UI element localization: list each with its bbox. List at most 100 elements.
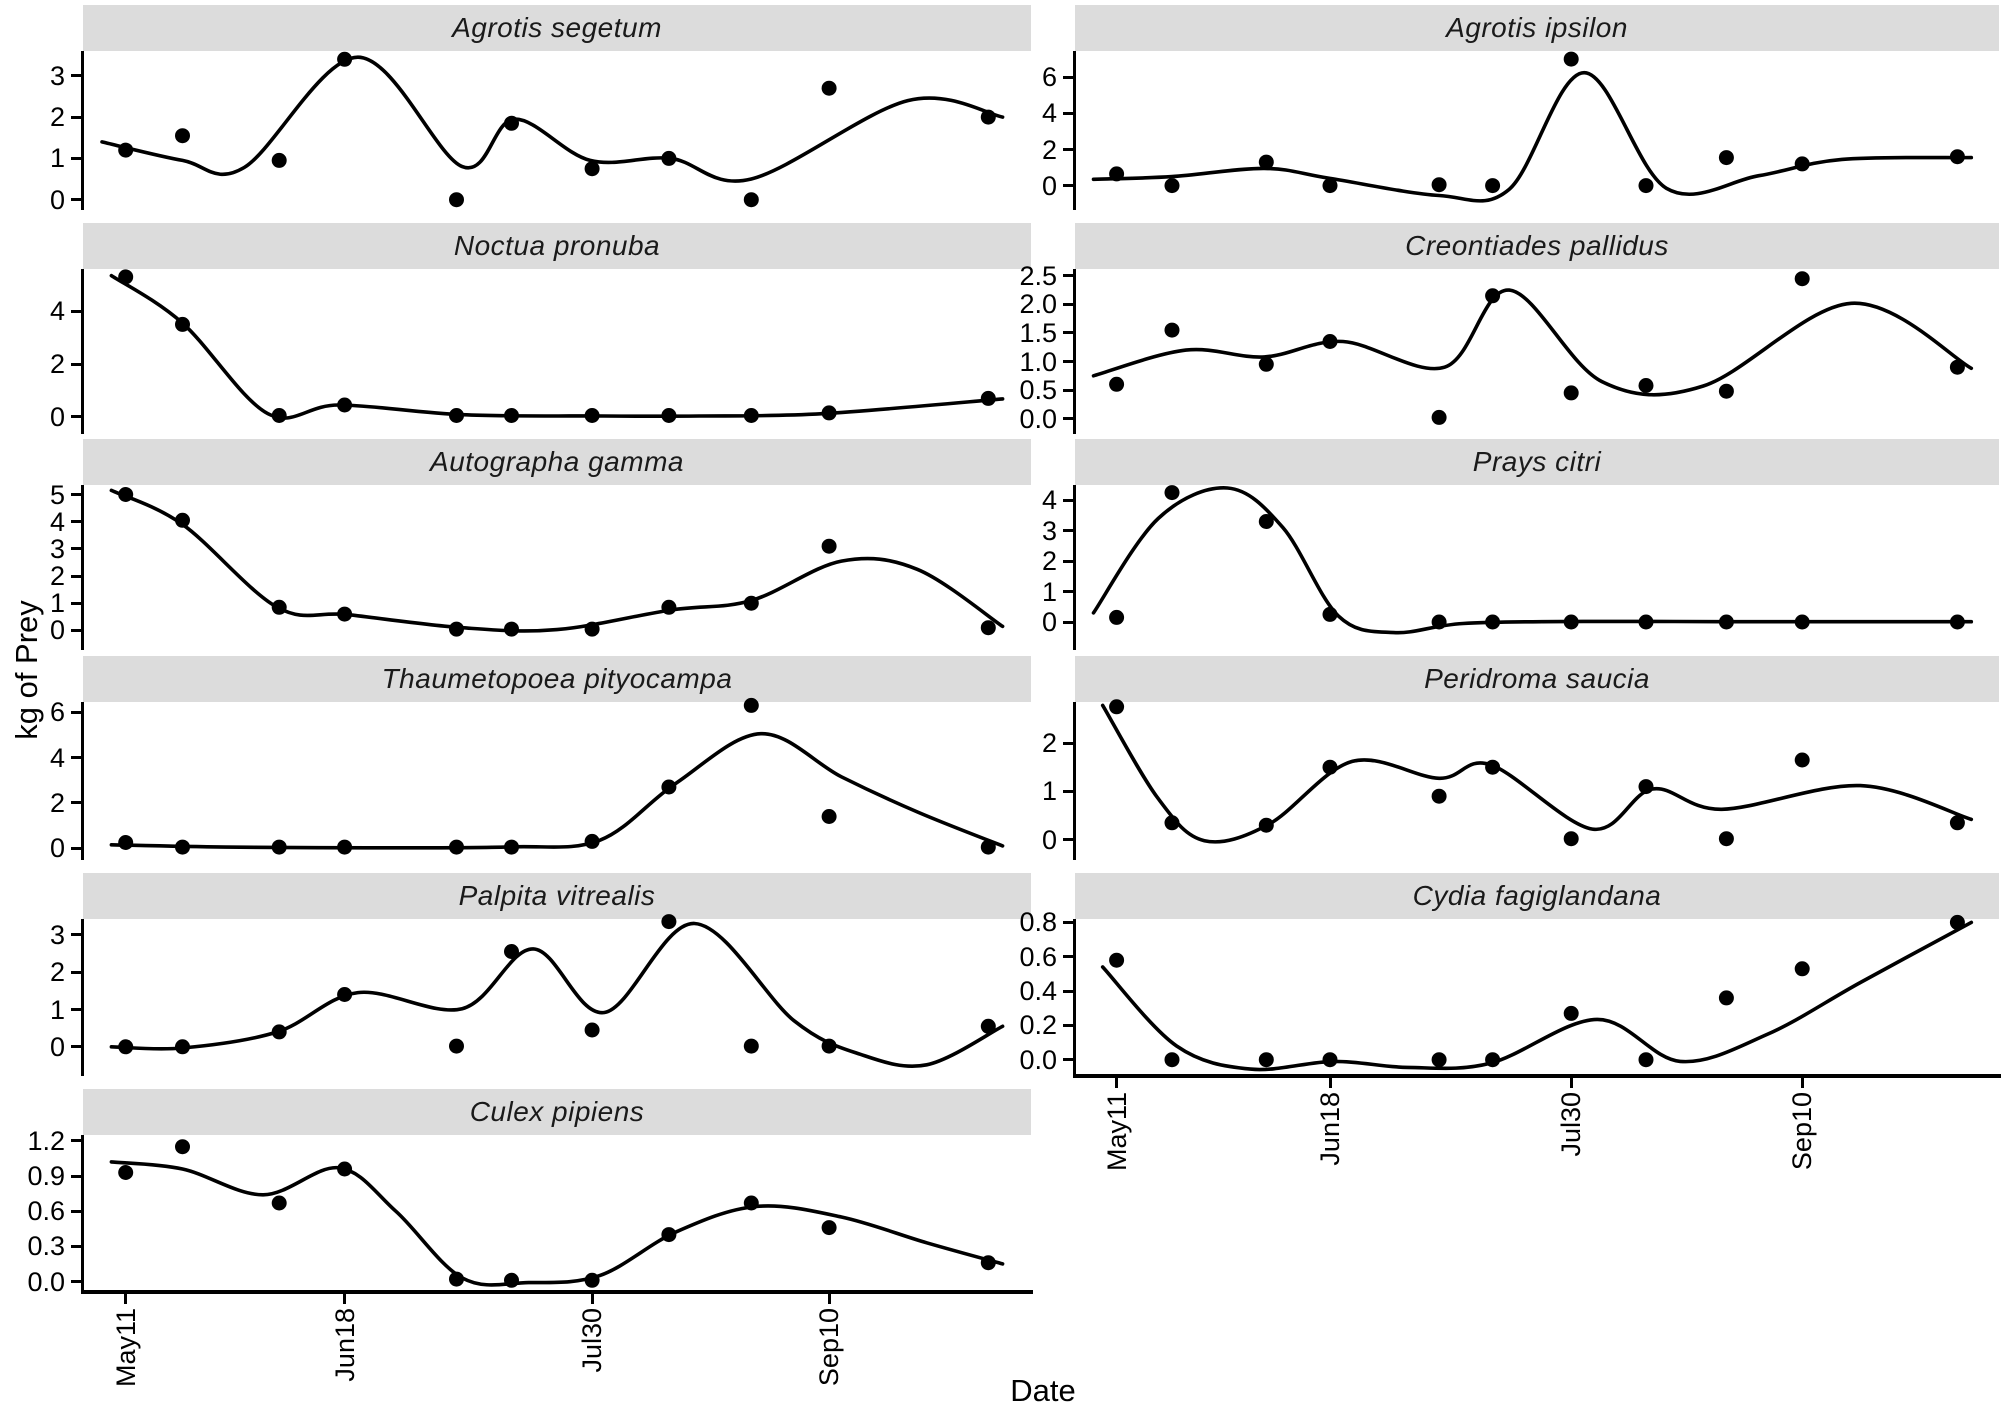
data-point — [449, 621, 464, 637]
y-tick-label: 4 — [49, 742, 65, 773]
data-point — [1431, 614, 1447, 630]
data-point — [1322, 606, 1338, 622]
facet-title-peridroma-saucia: Peridroma saucia — [1424, 663, 1650, 694]
data-point — [980, 1018, 996, 1034]
y-tick-mark — [71, 520, 81, 524]
data-point — [1109, 952, 1125, 968]
data-point — [271, 1024, 287, 1040]
data-point — [175, 512, 190, 528]
y-tick-label: 6 — [1041, 62, 1057, 93]
y-tick-label: 0 — [49, 1031, 65, 1062]
panel-svg-noctua-pronuba — [109, 269, 1005, 423]
data-point — [271, 408, 287, 423]
y-axis-line — [1073, 919, 1076, 1076]
y-tick-mark — [71, 1244, 81, 1248]
y-tick-mark — [1063, 529, 1073, 533]
y-tick-mark — [1063, 920, 1073, 924]
y-tick-label: 4 — [49, 506, 65, 537]
x-tick-mark — [827, 1294, 831, 1304]
y-tick-label: 1 — [49, 588, 65, 619]
data-point — [743, 697, 759, 713]
data-point — [584, 833, 600, 849]
y-tick-label: 2.0 — [1019, 289, 1057, 320]
y-tick-label: 2 — [1041, 134, 1057, 165]
data-point — [1638, 178, 1654, 194]
y-tick-mark — [71, 74, 81, 78]
y-tick-label: 2 — [49, 787, 65, 818]
panel-svg-palpita-vitrealis — [109, 914, 1005, 1069]
y-tick-mark — [71, 601, 81, 605]
y-tick-mark — [71, 1174, 81, 1178]
panel-svg-prays-citri — [1091, 485, 1974, 635]
panel-svg-thaumetopoea-pityocampa — [109, 697, 1005, 855]
y-tick-mark — [1063, 741, 1073, 745]
y-tick-mark — [1063, 1023, 1073, 1027]
plot-area-agrotis-segetum: 0 1 2 3 — [50, 51, 1031, 215]
y-tick-label: 0.3 — [27, 1231, 65, 1262]
smooth-curve — [109, 921, 1005, 1069]
y-tick-mark — [1063, 955, 1073, 959]
smooth-curve — [109, 1160, 1005, 1287]
plot-area-palpita-vitrealis: 0 1 2 3 — [50, 914, 1031, 1076]
facet-title-culex-pipiens: Culex pipiens — [469, 1096, 645, 1127]
data-point — [504, 621, 519, 637]
data-point — [1322, 759, 1338, 775]
data-point — [743, 1038, 759, 1054]
data-point — [1638, 614, 1654, 630]
y-axis-line — [81, 485, 84, 650]
data-point — [661, 150, 677, 166]
y-tick-label: 2 — [1041, 546, 1057, 577]
y-tick-mark — [71, 574, 81, 578]
y-tick-label: 5 — [49, 479, 65, 510]
y-tick-label: 1 — [1041, 576, 1057, 607]
y-tick-label: 1.5 — [1019, 317, 1057, 348]
data-point — [449, 1271, 464, 1287]
data-point — [661, 408, 677, 423]
data-point — [821, 1038, 837, 1054]
data-point — [1431, 409, 1447, 425]
data-point — [337, 397, 353, 413]
y-tick-mark — [1063, 590, 1073, 593]
y-tick-label: 4 — [1041, 485, 1057, 516]
plot-area-thaumetopoea-pityocampa: 0 2 4 6 — [50, 697, 1031, 863]
y-tick-mark — [1063, 417, 1073, 421]
data-point — [1258, 817, 1274, 833]
y-tick-mark — [1063, 111, 1073, 115]
y-tick-mark — [71, 756, 81, 759]
y-tick-mark — [71, 309, 81, 313]
data-point — [1109, 376, 1125, 392]
data-point — [821, 809, 837, 824]
x-tick-mark — [1800, 1078, 1804, 1088]
data-point — [1794, 614, 1810, 630]
x-tick-mark — [343, 1294, 347, 1304]
facet-title-palpita-vitrealis: Palpita vitrealis — [458, 880, 656, 911]
facet-strip-noctua-pronuba: Noctua pronuba — [83, 223, 1031, 269]
data-point — [821, 1220, 837, 1236]
facet-title-creontiades-pallidus: Creontiades pallidus — [1405, 230, 1669, 261]
y-tick-mark — [71, 1139, 81, 1143]
facet-strip-prays-citri: Prays citri — [1075, 439, 1999, 485]
data-point — [118, 835, 134, 850]
data-point — [1949, 614, 1965, 630]
facet-strip-thaumetopoea-pityocampa: Thaumetopoea pityocampa — [83, 656, 1031, 702]
y-tick-mark — [71, 1280, 81, 1283]
data-point — [1164, 322, 1180, 338]
facet-strip-palpita-vitrealis: Palpita vitrealis — [83, 873, 1031, 919]
y-tick-mark — [71, 362, 81, 366]
y-tick-mark — [1063, 388, 1073, 392]
y-axis-line — [81, 269, 84, 434]
y-tick-mark — [71, 198, 81, 202]
facet-strip-cydia-fagiglandana: Cydia fagiglandana — [1075, 873, 1999, 919]
data-point — [504, 839, 519, 855]
data-point — [584, 408, 600, 423]
y-tick-label: 2.5 — [1019, 260, 1057, 291]
data-point — [661, 914, 677, 930]
data-point — [1718, 831, 1734, 847]
data-point — [661, 779, 677, 795]
data-point — [1164, 485, 1180, 501]
data-point — [175, 839, 190, 855]
smooth-curve — [100, 55, 1005, 183]
y-tick-mark — [71, 493, 81, 496]
